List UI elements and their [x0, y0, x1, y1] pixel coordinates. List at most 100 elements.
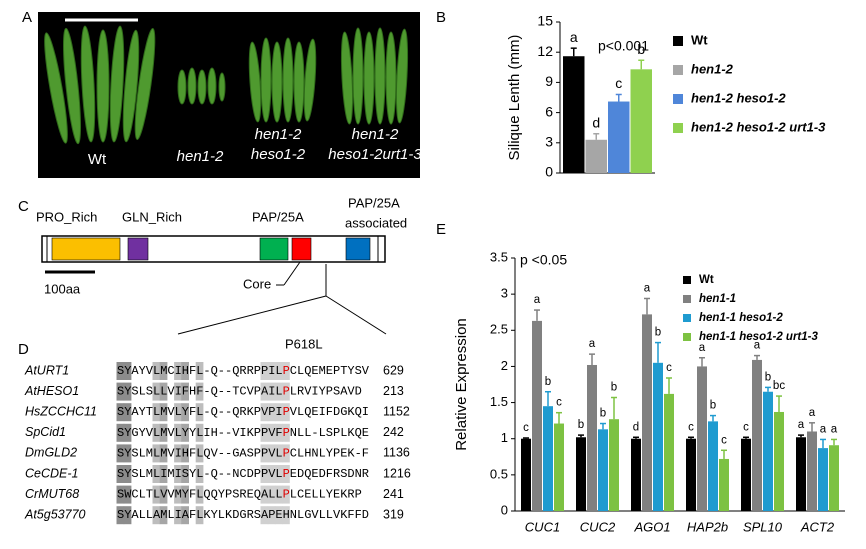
shading [159, 362, 168, 380]
sequence: SYAYVLMCIHFL-Q--QRRPPILPCLQEMEPTYSV [117, 364, 370, 378]
y-tick-label: 0 [501, 502, 508, 517]
y-tick-label: 12 [537, 43, 553, 59]
significance-letter: a [699, 342, 706, 354]
sequence-position: 1136 [383, 446, 410, 460]
shading [152, 485, 161, 504]
legend-swatch [683, 295, 691, 303]
shading [116, 362, 125, 380]
domain-core [291, 237, 312, 261]
shading [195, 382, 204, 401]
y-tick-label: 3 [545, 134, 553, 150]
photo: Wt hen1-2 hen1-2 heso1-2 hen1-2 heso1-2u… [38, 12, 422, 178]
shading [181, 382, 189, 401]
domain-label: GLN_Rich [122, 209, 182, 224]
shading [260, 485, 269, 504]
shading [152, 465, 161, 483]
mutation-label: P618L [285, 336, 323, 351]
significance-letter: c [688, 421, 694, 433]
domain-label: associated [345, 215, 407, 230]
shading [181, 465, 189, 483]
shading [267, 485, 276, 504]
significance-letter: a [831, 423, 838, 435]
legend-label: hen1-2 [691, 61, 734, 76]
significance-letter: b [611, 382, 617, 394]
sequence-position: 242 [383, 425, 404, 439]
shading [159, 506, 168, 525]
shading [282, 465, 290, 483]
siliques [44, 25, 409, 145]
shading [116, 382, 125, 401]
shading [159, 423, 168, 442]
bar [741, 438, 751, 511]
shading [181, 506, 189, 525]
shading [152, 382, 161, 401]
significance-letter: c [615, 75, 622, 91]
significance-letter: a [534, 294, 541, 306]
bar [543, 406, 553, 511]
significance-letter: a [820, 423, 827, 435]
significance-letter: b [545, 376, 551, 388]
domain-label: PAP/25A [252, 209, 304, 224]
x-tick-label: ACT2 [800, 519, 835, 534]
shading [174, 444, 182, 463]
core-label: Core [243, 276, 271, 291]
bar [697, 366, 707, 511]
significance-letter: b [710, 400, 716, 412]
bar [554, 423, 564, 511]
bar [708, 421, 718, 511]
legend-label: Wt [691, 32, 708, 47]
shading [159, 465, 168, 483]
sequence: SWCLTLVVMYFLQQYPSREQALLPLCELLYEKRP [117, 488, 362, 502]
legend-swatch [673, 123, 683, 133]
shading [174, 465, 182, 483]
y-tick-label: 3.5 [490, 249, 508, 264]
bar [630, 69, 652, 173]
y-tick-label: 1.5 [490, 394, 508, 409]
shading [123, 485, 132, 504]
shading [195, 444, 204, 463]
y-tick-label: 15 [537, 13, 553, 29]
domain-pro [51, 237, 121, 261]
shading [123, 403, 132, 422]
y-tick-label: 3 [501, 286, 508, 301]
significance-letter: b [600, 408, 606, 420]
bar [587, 364, 597, 511]
domain-associated [345, 237, 371, 261]
shading [195, 362, 204, 380]
significance-letter: b [765, 371, 771, 383]
shading [181, 403, 189, 422]
photo-label: hen1-2 [352, 126, 399, 143]
y-axis-label: Silique Lenth (mm) [506, 35, 523, 161]
bar [686, 438, 696, 511]
sequence: SYSLMLMVIHFLQV--GASPPVLPCLHNLYPEK-F [117, 447, 369, 461]
panel-label: C [18, 198, 29, 215]
domain-label: PRO_Rich [36, 209, 97, 224]
zoom-line [177, 295, 327, 335]
sequence: SYALLAMLIAFLKYLKDGRSAPEHNLGVLLVKFFD [117, 508, 369, 522]
panel-label: A [22, 9, 32, 26]
significance-letter: d [592, 114, 600, 130]
bar [585, 139, 607, 173]
sequence-position: 319 [383, 507, 404, 521]
sequence: SYGYVLMVLYYLIH--VIKPPVFPNLL-LSPLKQE [117, 426, 369, 440]
bar [774, 411, 784, 511]
bar [796, 437, 806, 511]
y-tick-label: 2 [501, 358, 508, 373]
bar [576, 437, 586, 511]
legend-swatch [673, 36, 683, 46]
sequence-position: 241 [383, 487, 404, 501]
shading [267, 403, 276, 422]
shading [260, 423, 269, 442]
sequence-name: CrMUT68 [25, 487, 79, 501]
sequence: SYSLMLIMISYL-Q--NCDPPVLPEDQEDFRSDNR [117, 467, 369, 481]
shading [116, 444, 125, 463]
significance-letter: a [754, 340, 761, 352]
shading [123, 444, 132, 463]
bar [608, 101, 630, 173]
bar [752, 359, 762, 511]
photo-label: hen1-2 [255, 126, 302, 143]
sequence-name: AtHESO1 [24, 384, 79, 398]
panel-label: E [436, 221, 446, 238]
shading [152, 506, 161, 525]
